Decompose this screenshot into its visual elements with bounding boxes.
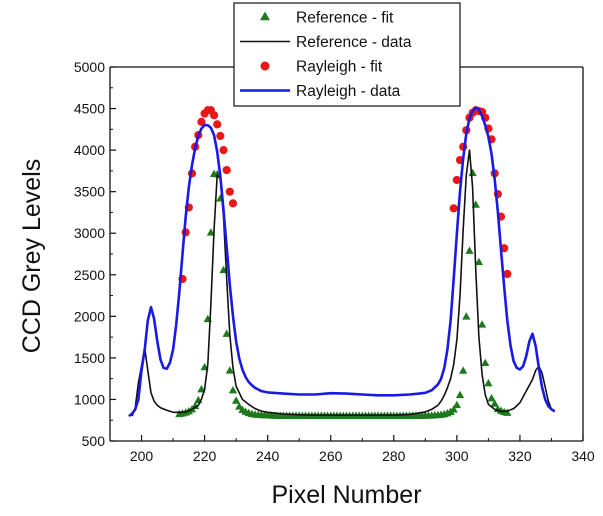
x-tick-label: 240 bbox=[256, 448, 280, 464]
reference-data-line bbox=[131, 149, 556, 417]
reference-fit-point bbox=[449, 405, 458, 413]
x-tick-label: 340 bbox=[571, 448, 595, 464]
tick-labels: 200 220 240 260 280 300 320 340 500 1000 1500 2000 2… bbox=[74, 59, 595, 464]
reference-fit-point bbox=[487, 394, 496, 402]
y-tick-label: 2500 bbox=[74, 267, 105, 283]
y-tick-label: 1000 bbox=[74, 391, 105, 407]
legend-box bbox=[233, 2, 461, 107]
reference-fit-point bbox=[228, 386, 238, 394]
rayleigh-fit-point bbox=[219, 146, 228, 155]
rayleigh-fit-point bbox=[216, 131, 225, 141]
legend: Reference - fit Reference - data Rayleigh … bbox=[233, 2, 461, 107]
rayleigh-data-legend-label: Rayleigh - data bbox=[296, 83, 401, 100]
reference-fit-point bbox=[503, 408, 512, 416]
rayleigh-fit-point bbox=[228, 199, 238, 208]
reference-fit-legend-label: Reference - fit bbox=[296, 10, 394, 27]
reference-fit-point bbox=[490, 399, 499, 407]
y-tick-label: 3000 bbox=[74, 225, 105, 241]
y-axis-title: CCD Grey Levels bbox=[18, 159, 46, 354]
reference-fit-point bbox=[452, 400, 462, 409]
y-tick-label: 2000 bbox=[74, 308, 105, 324]
reference-fit-point bbox=[455, 390, 465, 399]
rayleigh-fit-legend-label: Rayleigh - fit bbox=[296, 59, 383, 76]
rayleigh-fit-point bbox=[197, 117, 206, 126]
x-tick-label: 300 bbox=[445, 448, 469, 464]
plot-marks bbox=[128, 106, 556, 419]
rayleigh-fit-legend-symbol bbox=[260, 61, 270, 71]
x-tick-label: 280 bbox=[382, 448, 406, 464]
x-tick-label: 260 bbox=[319, 448, 343, 464]
rayleigh-fit-point bbox=[449, 204, 458, 213]
reference-fit-point bbox=[231, 396, 241, 404]
y-tick-label: 4500 bbox=[74, 101, 105, 117]
reference-fit-point bbox=[462, 312, 471, 320]
reference-fit-point bbox=[191, 401, 200, 410]
reference-fit-point bbox=[459, 366, 468, 374]
x-axis-title: Pixel Number bbox=[271, 481, 421, 509]
y-tick-label: 1500 bbox=[74, 350, 105, 366]
x-tick-label: 320 bbox=[508, 448, 532, 464]
reference-fit-point bbox=[225, 366, 234, 374]
y-tick-label: 500 bbox=[82, 433, 106, 449]
reference-fit-point bbox=[474, 257, 484, 266]
reference-fit-point bbox=[465, 246, 474, 254]
rayleigh-data-line bbox=[128, 106, 556, 418]
rayleigh-fit-point bbox=[452, 175, 461, 185]
reference-fit-point bbox=[206, 228, 216, 236]
rayleigh-fit-point bbox=[222, 165, 231, 175]
reference-fit-point bbox=[468, 168, 477, 177]
rayleigh-fit-point bbox=[213, 120, 222, 129]
reference-fit-point bbox=[477, 320, 487, 328]
reference-fit-point bbox=[481, 358, 490, 367]
reference-fit-point bbox=[222, 329, 231, 337]
y-tick-label: 3500 bbox=[74, 184, 105, 200]
rayleigh-fit-point bbox=[225, 187, 234, 196]
axes bbox=[109, 66, 584, 442]
y-tick-label: 4000 bbox=[74, 142, 105, 158]
reference-data-legend-label: Reference - data bbox=[296, 34, 412, 51]
x-tick-label: 220 bbox=[193, 448, 217, 464]
rayleigh-fit-point bbox=[503, 269, 512, 279]
x-tick-label: 200 bbox=[130, 448, 154, 464]
y-tick-label: 5000 bbox=[74, 59, 105, 75]
reference-fit-legend-symbol bbox=[260, 11, 270, 21]
reference-fit-point bbox=[484, 379, 493, 387]
rayleigh-fit-point bbox=[209, 111, 219, 120]
